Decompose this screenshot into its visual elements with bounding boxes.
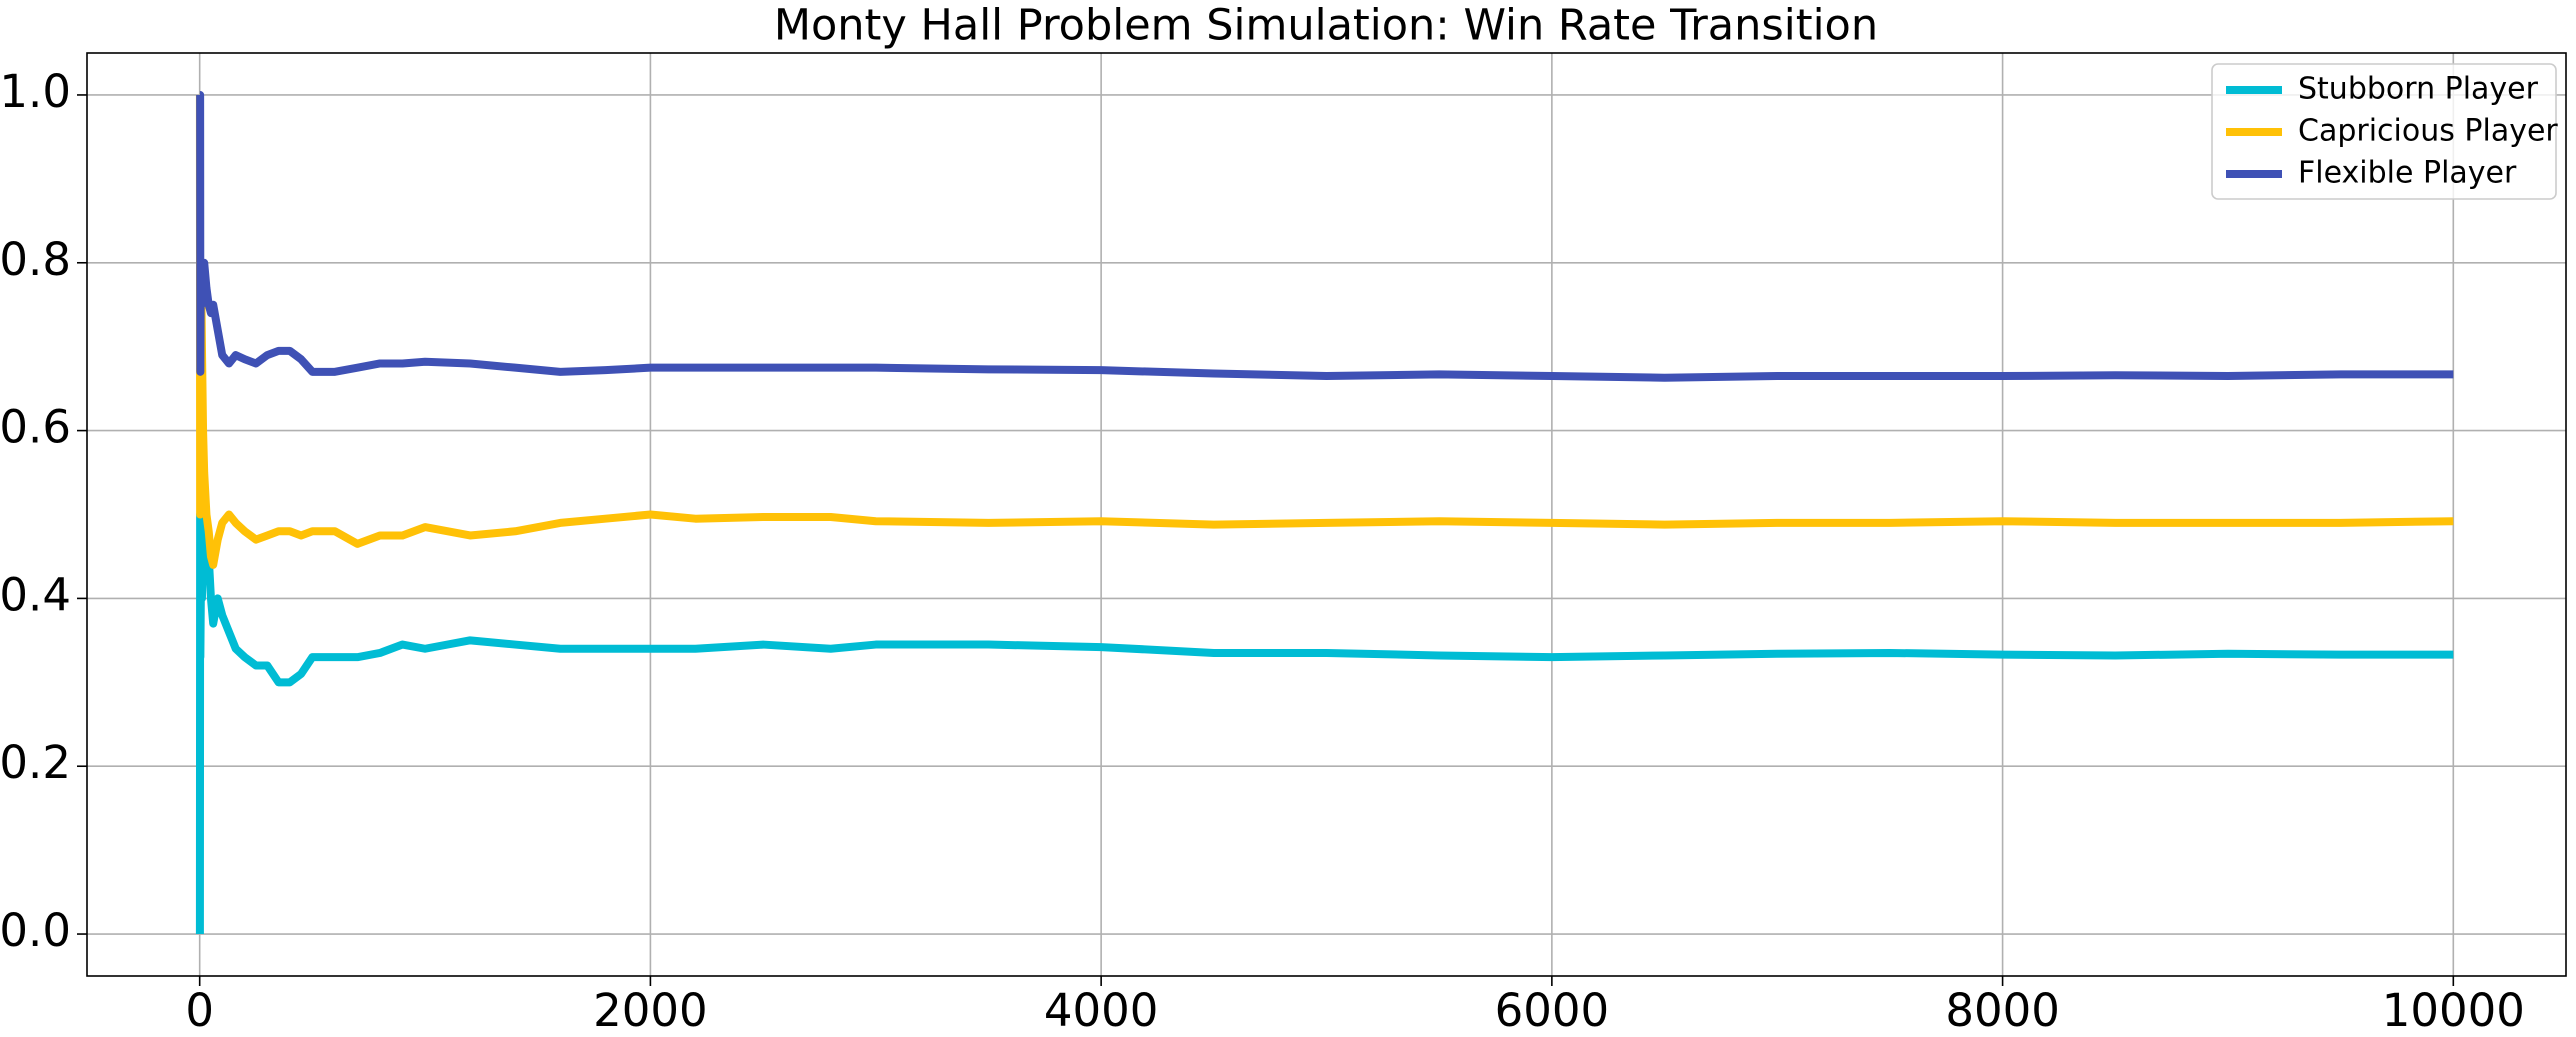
y-tick-label: 0.6 xyxy=(0,401,71,454)
y-tick-label: 0.4 xyxy=(0,568,71,621)
x-tick-label: 6000 xyxy=(1495,984,1610,1037)
y-tick-label: 0.2 xyxy=(0,736,71,789)
legend-box xyxy=(2211,63,2557,200)
line-series xyxy=(196,90,2454,382)
x-tick-label: 2000 xyxy=(593,984,708,1037)
line-series xyxy=(195,94,2454,569)
legend: Stubborn Player Capricious Player Flexible… xyxy=(2211,63,2558,200)
y-tick-label: 0.8 xyxy=(0,233,71,286)
x-tick-label: 8000 xyxy=(1945,984,2060,1037)
grid xyxy=(87,53,2566,976)
x-tick-label: 10000 xyxy=(2382,984,2525,1037)
line-series xyxy=(195,510,2454,935)
y-tick-label: 1.0 xyxy=(0,65,71,118)
x-tick-label: 4000 xyxy=(1044,984,1159,1037)
y-tick-label: 0.0 xyxy=(0,904,71,957)
plot-frame xyxy=(86,52,2567,977)
legend-label: Stubborn Player xyxy=(2298,72,2539,107)
chart-title: Monty Hall Problem Simulation: Win Rate … xyxy=(774,1,1878,51)
x-tick-label: 0 xyxy=(185,984,214,1037)
legend-label: Flexible Player xyxy=(2298,156,2517,191)
legend-label: Capricious Player xyxy=(2298,114,2558,149)
